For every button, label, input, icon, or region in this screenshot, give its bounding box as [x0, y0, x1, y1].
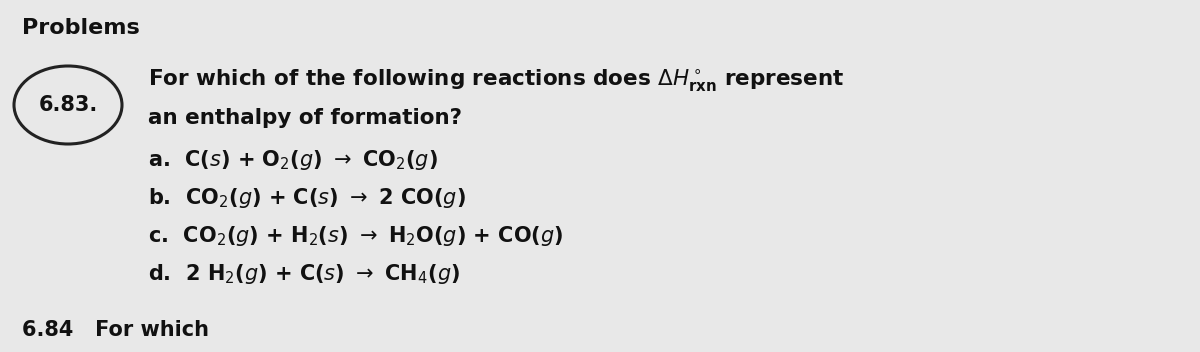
Text: a.  C($s$) + O$_2$($g$) $\rightarrow$ CO$_2$($g$): a. C($s$) + O$_2$($g$) $\rightarrow$ CO$… — [148, 148, 438, 172]
Text: d.  2 H$_2$($g$) + C($s$) $\rightarrow$ CH$_4$($g$): d. 2 H$_2$($g$) + C($s$) $\rightarrow$ C… — [148, 262, 460, 286]
Text: b.  CO$_2$($g$) + C($s$) $\rightarrow$ 2 CO($g$): b. CO$_2$($g$) + C($s$) $\rightarrow$ 2 … — [148, 186, 466, 210]
Text: 6.84   For which: 6.84 For which — [22, 320, 209, 340]
Text: For which of the following reactions does $\Delta H^\circ_{\mathregular{rxn}}$ r: For which of the following reactions doe… — [148, 68, 845, 94]
Text: Problems: Problems — [22, 18, 139, 38]
Text: an enthalpy of formation?: an enthalpy of formation? — [148, 108, 462, 128]
Text: c.  CO$_2$($g$) + H$_2$($s$) $\rightarrow$ H$_2$O($g$) + CO($g$): c. CO$_2$($g$) + H$_2$($s$) $\rightarrow… — [148, 224, 563, 248]
Text: 6.83.: 6.83. — [38, 95, 97, 115]
